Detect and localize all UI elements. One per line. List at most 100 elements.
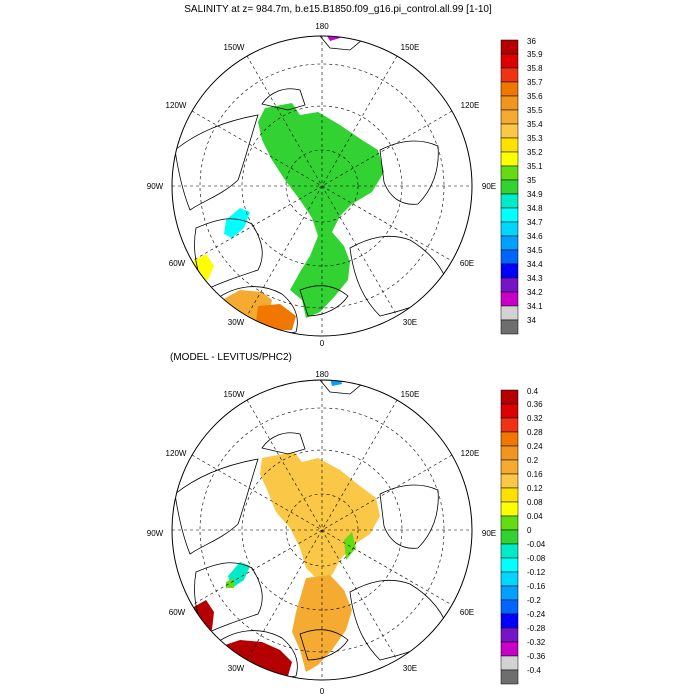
arctic-basin-region: [258, 103, 384, 318]
colorbar-label: 35.4: [527, 120, 543, 129]
colorbar-label: 0.12: [527, 484, 543, 493]
colorbar-swatch: [500, 445, 519, 461]
colorbar-label: -0.08: [527, 554, 546, 563]
colorbar-swatch: [500, 571, 519, 587]
colorbar-label: 35.8: [527, 64, 543, 73]
panel-salinity: SALINITY at z= 984.7m, b.e15.B1850.f09_g…: [147, 4, 543, 348]
colorbar-label: 34.3: [527, 274, 543, 283]
atlantic-gateway-region: [292, 575, 352, 672]
colorbar-label: 34.7: [527, 218, 543, 227]
colorbar-swatch: [500, 53, 519, 69]
colorbar-swatch: [500, 417, 519, 433]
colorbar-swatch: [500, 529, 519, 545]
arctic-basin-region: [260, 452, 380, 580]
colorbar-swatch: [500, 249, 519, 265]
colorbar: 0.4 0.36 0.32 0.28 0.24 0.2 0.16 0.12 0.08 0.04 0 -…: [500, 387, 546, 685]
colorbar-swatch: [500, 319, 519, 335]
colorbar-label: -0.24: [527, 610, 546, 619]
lon-label: 30E: [403, 664, 417, 673]
lon-label: 0: [320, 339, 325, 348]
colorbar-label: 0.16: [527, 470, 543, 479]
colorbar-swatch: [500, 431, 519, 447]
colorbar-swatch: [500, 193, 519, 209]
lon-label: 60E: [460, 259, 474, 268]
baffin-region: [224, 208, 250, 238]
colorbar-label: 34.8: [527, 204, 543, 213]
lon-label: 90W: [147, 529, 164, 538]
colorbar-swatch: [500, 501, 519, 517]
graticule: [172, 36, 472, 336]
colorbar: 36 35.9 35.8 35.7 35.6 35.5 35.4 35.3 35.2 35.1 35…: [500, 37, 543, 335]
colorbar-swatch: [500, 207, 519, 223]
colorbar-swatch: [500, 291, 519, 307]
colorbar-swatch: [500, 123, 519, 139]
colorbar-label: -0.28: [527, 624, 546, 633]
colorbar-label: 34.1: [527, 302, 543, 311]
lon-label: 120E: [461, 101, 480, 110]
colorbar-label: 0.4: [527, 387, 539, 396]
colorbar-label: 34.2: [527, 288, 543, 297]
colorbar-label: 35: [527, 176, 536, 185]
salinity-field: [192, 36, 384, 330]
baffin-green-patch: [226, 578, 234, 588]
colorbar-swatch: [500, 221, 519, 237]
colorbar-label: -0.2: [527, 596, 541, 605]
colorbar-label: -0.16: [527, 582, 546, 591]
lon-label: 180: [315, 370, 329, 379]
colorbar-swatch: [500, 67, 519, 83]
colorbar-swatch: [500, 599, 519, 615]
lon-label: 150E: [401, 390, 420, 399]
colorbar-label: 34.4: [527, 260, 543, 269]
panel-title: (MODEL - LEVITUS/PHC2): [170, 352, 292, 363]
bering-region: [326, 36, 340, 41]
polar-map: 180 150E 120E 90E 60E 30E 0 30W 60W 90W …: [147, 22, 496, 348]
longitude-labels: 180 150E 120E 90E 60E 30E 0 30W 60W 90W …: [147, 22, 496, 348]
colorbar-label: -0.12: [527, 568, 546, 577]
colorbar-label: 0.2: [527, 456, 539, 465]
lon-label: 60E: [460, 608, 474, 617]
colorbar-swatch: [500, 151, 519, 167]
colorbar-label: 35.6: [527, 92, 543, 101]
colorbar-swatch: [500, 487, 519, 503]
lon-label: 60W: [169, 259, 186, 268]
colorbar-swatch: [500, 179, 519, 195]
colorbar-label: 35.2: [527, 148, 543, 157]
colorbar-label: 35.5: [527, 106, 543, 115]
colorbar-label: 0: [527, 526, 532, 535]
colorbar-swatch: [500, 515, 519, 531]
longitude-labels: 180 150E 120E 90E 60E 30E 0 30W 60W 90W …: [147, 370, 496, 696]
colorbar-swatch: [500, 655, 519, 671]
lon-label: 120W: [166, 449, 187, 458]
lon-label: 90E: [482, 182, 496, 191]
map-boundary: [171, 35, 473, 337]
lon-label: 30E: [403, 318, 417, 327]
colorbar-swatch: [500, 403, 519, 419]
colorbar-swatch: [500, 277, 519, 293]
colorbar-swatch: [500, 459, 519, 475]
lon-label: 120E: [461, 449, 480, 458]
colorbar-swatch: [500, 109, 519, 125]
atlantic-region-b: [256, 304, 296, 330]
colorbar-label: -0.04: [527, 540, 546, 549]
lon-label: 90E: [482, 529, 496, 538]
colorbar-swatch: [500, 627, 519, 643]
colorbar-label: 0.28: [527, 428, 543, 437]
colorbar-label: 34.6: [527, 232, 543, 241]
colorbar-label: 35.3: [527, 134, 543, 143]
lon-label: 180: [315, 22, 329, 31]
lon-label: 90W: [147, 182, 164, 191]
polar-map: 180 150E 120E 90E 60E 30E 0 30W 60W 90W …: [147, 370, 496, 696]
colorbar-swatch: [500, 473, 519, 489]
colorbar-label: 35.1: [527, 162, 543, 171]
lon-label: 30W: [228, 318, 245, 327]
lon-label: 150W: [224, 43, 245, 52]
lon-label: 0: [320, 687, 325, 696]
difference-field: [192, 380, 380, 678]
colorbar-label: 34.9: [527, 190, 543, 199]
colorbar-swatch: [500, 95, 519, 111]
colorbar-swatch: [500, 585, 519, 601]
colorbar-swatch: [500, 669, 519, 685]
colorbar-swatch: [500, 39, 519, 55]
colorbar-label: 0.04: [527, 512, 543, 521]
